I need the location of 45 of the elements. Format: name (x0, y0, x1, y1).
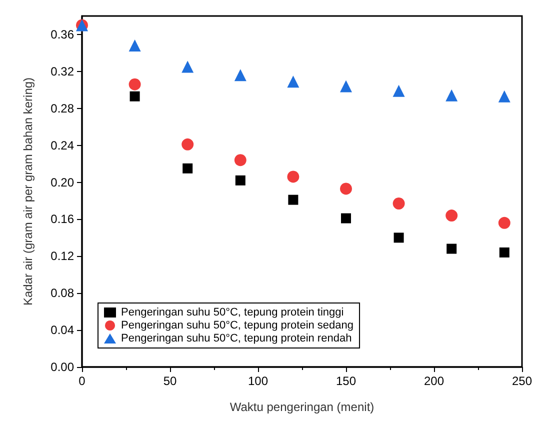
y-tick-label: 0.32 (50, 64, 74, 78)
point (340, 80, 352, 92)
y-tick-label: 0.36 (50, 27, 74, 42)
point (130, 91, 140, 102)
x-tick-label: 150 (336, 374, 356, 388)
y-tick-label: 0.24 (50, 138, 74, 152)
x-tick-label: 0 (78, 374, 86, 388)
point (340, 213, 351, 224)
point (234, 69, 246, 82)
point (498, 90, 510, 102)
point (446, 89, 458, 102)
x-tick-label: 250 (512, 374, 532, 388)
point (446, 210, 458, 222)
y-tick-label: 0.20 (50, 175, 74, 190)
point (340, 182, 352, 195)
point (499, 247, 510, 258)
legend-label: Pengeringan suhu 50°C, tepung protein tinggi (121, 306, 344, 318)
y-tick-label: 0.16 (50, 212, 74, 226)
legend-label: Pengeringan suhu 50°C, tepung protein rendah (121, 332, 352, 344)
x-tick-label: 200 (424, 374, 444, 388)
point (498, 216, 510, 229)
point (128, 40, 141, 52)
x-axis-title: Waktu pengeringan (menit) (230, 400, 374, 414)
point (234, 154, 246, 166)
point (392, 84, 405, 97)
x-tick-label: 50 (163, 374, 177, 388)
point (446, 244, 457, 254)
point (287, 76, 300, 88)
point (288, 194, 298, 205)
y-tick-label: 0.00 (50, 360, 74, 374)
x-tick-label: 100 (248, 374, 268, 388)
y-tick-label: 0.28 (50, 101, 74, 116)
point (182, 163, 193, 174)
point (394, 232, 404, 243)
point (392, 198, 405, 210)
point (182, 138, 194, 150)
legend-label: Pengeringan suhu 50°C, tepung protein sedang (121, 320, 354, 332)
y-axis-title: Kadar air (gram air per gram bahan kering) (21, 77, 35, 306)
y-tick-label: 0.04 (50, 323, 74, 338)
point (182, 60, 194, 73)
y-tick-label: 0.12 (50, 249, 74, 264)
y-tick-label: 0.08 (50, 286, 74, 300)
point (287, 170, 300, 183)
point (235, 175, 246, 186)
point (128, 78, 141, 90)
